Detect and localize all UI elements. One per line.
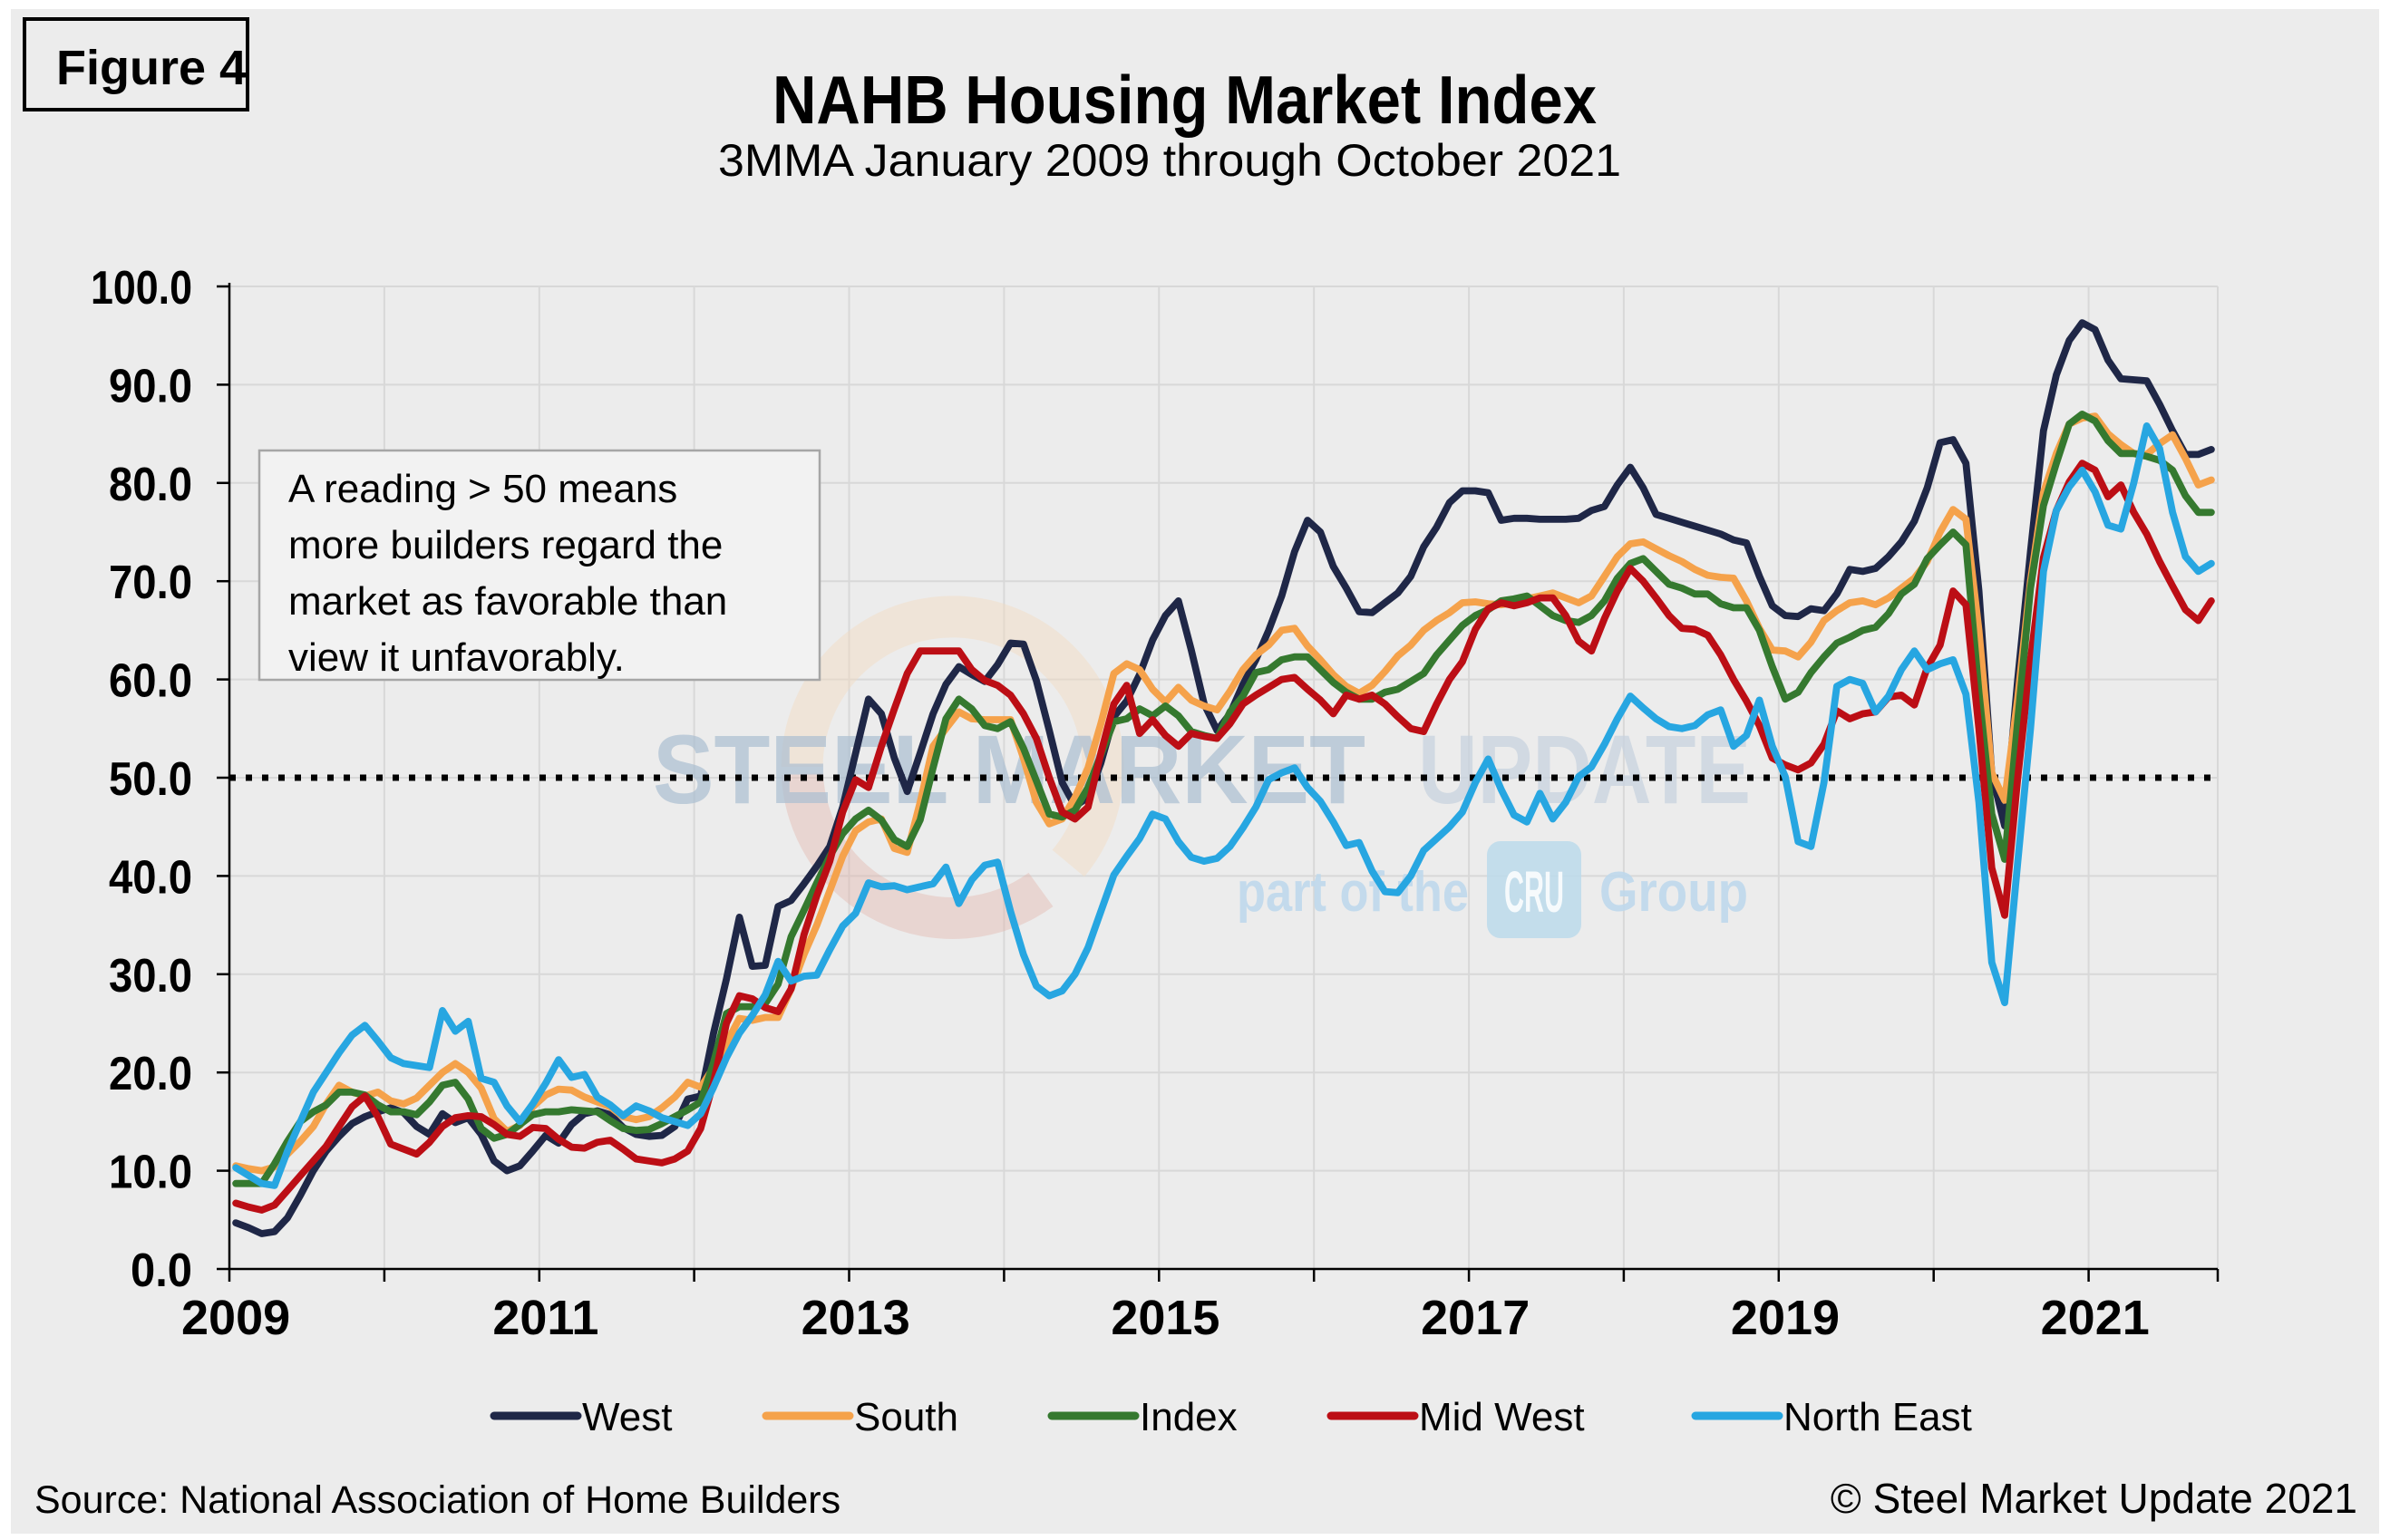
svg-text:view it unfavorably.: view it unfavorably. [288, 635, 625, 680]
svg-text:North East: North East [1783, 1395, 1972, 1439]
svg-text:3MMA January 2009 through Octo: 3MMA January 2009 through October 2021 [718, 135, 1621, 186]
svg-text:2013: 2013 [802, 1291, 910, 1345]
svg-text:70.0: 70.0 [109, 557, 192, 609]
svg-text:market as favorable than: market as favorable than [288, 579, 727, 624]
svg-text:50.0: 50.0 [109, 753, 192, 806]
svg-text:© Steel Market Update 2021: © Steel Market Update 2021 [1831, 1475, 2357, 1522]
svg-text:Figure 4: Figure 4 [56, 41, 247, 95]
svg-text:CRU: CRU [1504, 859, 1564, 925]
svg-text:2021: 2021 [2041, 1291, 2150, 1345]
svg-text:2009: 2009 [181, 1291, 290, 1345]
svg-text:A reading > 50 means: A reading > 50 means [288, 467, 677, 511]
svg-text:40.0: 40.0 [109, 851, 192, 904]
svg-text:2011: 2011 [492, 1291, 598, 1345]
svg-text:2015: 2015 [1111, 1291, 1219, 1345]
svg-text:STEEL MARKET: STEEL MARKET [653, 714, 1365, 824]
svg-text:Source: National Association o: Source: National Association of Home Bui… [34, 1478, 840, 1522]
svg-text:20.0: 20.0 [109, 1048, 192, 1100]
svg-text:2017: 2017 [1421, 1291, 1530, 1345]
svg-text:60.0: 60.0 [109, 655, 192, 708]
svg-text:2019: 2019 [1731, 1291, 1840, 1345]
svg-text:West: West [582, 1395, 672, 1439]
svg-text:0.0: 0.0 [131, 1245, 192, 1297]
svg-text:Index: Index [1140, 1395, 1238, 1439]
svg-text:90.0: 90.0 [109, 360, 192, 412]
svg-text:NAHB Housing Market Index: NAHB Housing Market Index [772, 62, 1597, 138]
svg-text:part of the: part of the [1237, 861, 1469, 924]
svg-text:more builders regard the: more builders regard the [288, 523, 723, 567]
svg-text:South: South [854, 1395, 958, 1439]
svg-text:80.0: 80.0 [109, 459, 192, 511]
svg-text:Mid West: Mid West [1419, 1395, 1585, 1439]
svg-text:10.0: 10.0 [109, 1147, 192, 1199]
svg-text:Group: Group [1599, 861, 1748, 924]
svg-text:30.0: 30.0 [109, 950, 192, 1002]
svg-text:100.0: 100.0 [91, 262, 192, 315]
